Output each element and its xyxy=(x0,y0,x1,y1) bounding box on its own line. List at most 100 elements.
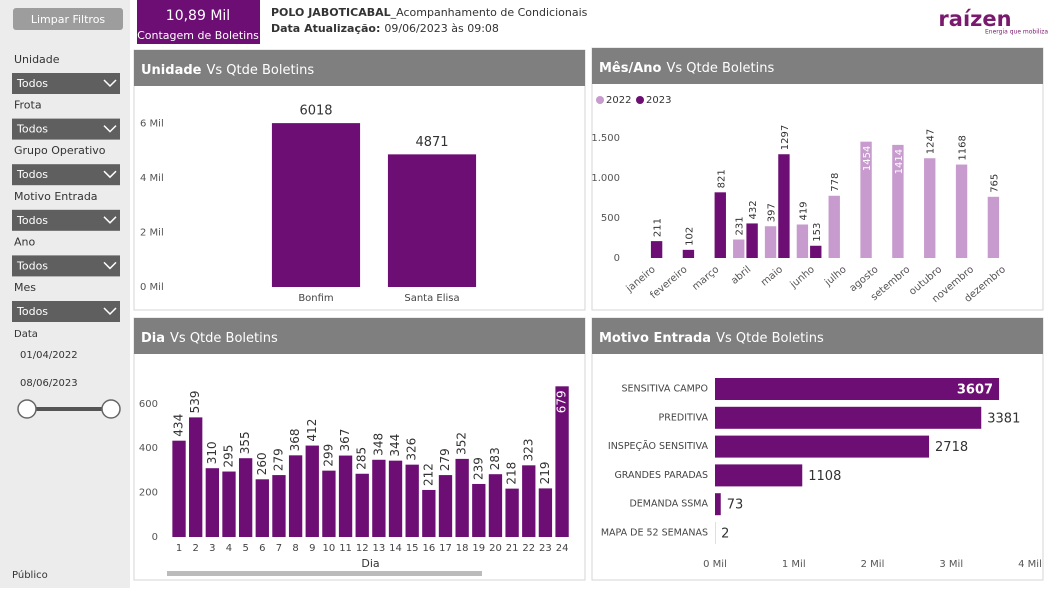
data-label: 679 xyxy=(555,390,569,413)
bar xyxy=(289,455,302,537)
bar xyxy=(322,471,335,537)
y-tick-label: 400 xyxy=(139,443,158,454)
bar xyxy=(733,240,744,258)
x-tick-label: 13 xyxy=(373,543,386,554)
data-label: 432 xyxy=(748,200,759,219)
scrollbar xyxy=(167,571,482,576)
bar xyxy=(389,461,402,537)
bar xyxy=(339,456,352,537)
data-label: 299 xyxy=(321,444,335,467)
data-label: 310 xyxy=(205,441,219,464)
y-tick-label: 0 xyxy=(614,253,620,264)
data-label: 1454 xyxy=(862,146,873,171)
filter-label: Unidade xyxy=(14,53,60,66)
x-tick-label: 21 xyxy=(506,543,519,554)
title-rest: Vs Qtde Boletins xyxy=(170,331,278,346)
filter-value: Todos xyxy=(16,259,48,272)
x-tick-label: 22 xyxy=(522,543,535,554)
filter-label: Frota xyxy=(14,99,42,112)
data-label: 73 xyxy=(727,498,744,513)
data-label: 279 xyxy=(271,448,285,471)
data-label: 397 xyxy=(767,203,778,222)
panel xyxy=(592,48,1043,310)
bar xyxy=(715,192,726,258)
data-label: 2 xyxy=(721,527,729,542)
y-tick-label: 4 Mil xyxy=(140,173,164,184)
data-label: 412 xyxy=(305,419,319,442)
x-tick-label: 20 xyxy=(489,543,502,554)
bar xyxy=(206,468,219,537)
x-tick-label: 2 xyxy=(192,543,198,554)
update-line: Data Atualização:09/06/2023 às 09:08 xyxy=(271,22,499,35)
data-label: 295 xyxy=(221,445,235,468)
x-tick-label: 24 xyxy=(556,543,569,554)
button-label[interactable]: Limpar Filtros xyxy=(31,13,106,26)
data-label: 3607 xyxy=(957,383,993,398)
bar xyxy=(372,460,385,537)
legend-label: 2022 xyxy=(606,95,631,106)
data-label: 153 xyxy=(812,223,823,242)
data-label: 283 xyxy=(488,447,502,470)
data-label: 1414 xyxy=(894,149,905,174)
x-tick-label: 7 xyxy=(276,543,282,554)
y-tick-label: MAPA DE 52 SEMANAS xyxy=(601,528,708,539)
data-label: 539 xyxy=(188,390,202,413)
bar xyxy=(956,165,967,258)
y-tick-label: 1.500 xyxy=(591,133,620,144)
bar xyxy=(356,474,369,537)
y-tick-label: GRANDES PARADAS xyxy=(614,470,708,481)
bar xyxy=(810,246,821,258)
kpi-label: Contagem de Boletins xyxy=(137,29,259,42)
update-label: Data Atualização: xyxy=(271,22,380,35)
bar xyxy=(651,241,662,258)
x-tick-label: 0 Mil xyxy=(703,559,727,570)
title-field: Motivo Entrada xyxy=(599,331,711,346)
x-tick-label: 14 xyxy=(389,543,402,554)
bar xyxy=(189,417,202,537)
bar xyxy=(472,484,485,537)
bar xyxy=(778,154,789,258)
data-label: 1247 xyxy=(926,129,937,154)
x-tick-label: 1 xyxy=(176,543,182,554)
panel-header xyxy=(134,50,585,86)
bar xyxy=(683,250,694,258)
bar xyxy=(439,475,452,537)
data-label: 211 xyxy=(653,218,664,237)
bar xyxy=(765,226,776,258)
data-label: 367 xyxy=(338,429,352,452)
bar xyxy=(715,493,721,515)
x-tick-label: 17 xyxy=(439,543,452,554)
filter-label: Motivo Entrada xyxy=(14,190,98,203)
title-rest: _Acompanhamento de Condicionais xyxy=(390,6,588,19)
bar xyxy=(256,479,269,537)
filter-label: Mes xyxy=(14,281,36,294)
x-tick-label: 4 Mil xyxy=(1018,559,1042,570)
slider-handle[interactable] xyxy=(18,400,36,418)
data-label: 778 xyxy=(830,173,841,192)
bar xyxy=(715,464,802,486)
data-label: 6018 xyxy=(299,104,332,119)
title-rest: Vs Qtde Boletins xyxy=(206,63,314,78)
filter-value: Todos xyxy=(16,214,48,227)
filter-value: Todos xyxy=(16,168,48,181)
title-rest: Vs Qtde Boletins xyxy=(716,331,824,346)
x-tick-label: 15 xyxy=(406,543,419,554)
bar xyxy=(406,465,419,537)
x-tick-label: 4 xyxy=(226,543,232,554)
y-tick-label: 1.000 xyxy=(591,173,620,184)
y-tick-label: 500 xyxy=(601,213,620,224)
footer: Público xyxy=(12,569,48,581)
x-tick-label: 12 xyxy=(356,543,369,554)
bar xyxy=(715,407,981,429)
data-label: 419 xyxy=(798,201,809,220)
slider-handle[interactable] xyxy=(102,400,120,418)
bar xyxy=(988,197,999,258)
y-tick-label: DEMANDA SSMA xyxy=(629,499,708,510)
data-label: 3381 xyxy=(987,411,1020,426)
title-field: Mês/Ano xyxy=(599,61,662,76)
x-tick-label: Santa Elisa xyxy=(404,293,459,304)
x-tick-label: 3 Mil xyxy=(939,559,963,570)
